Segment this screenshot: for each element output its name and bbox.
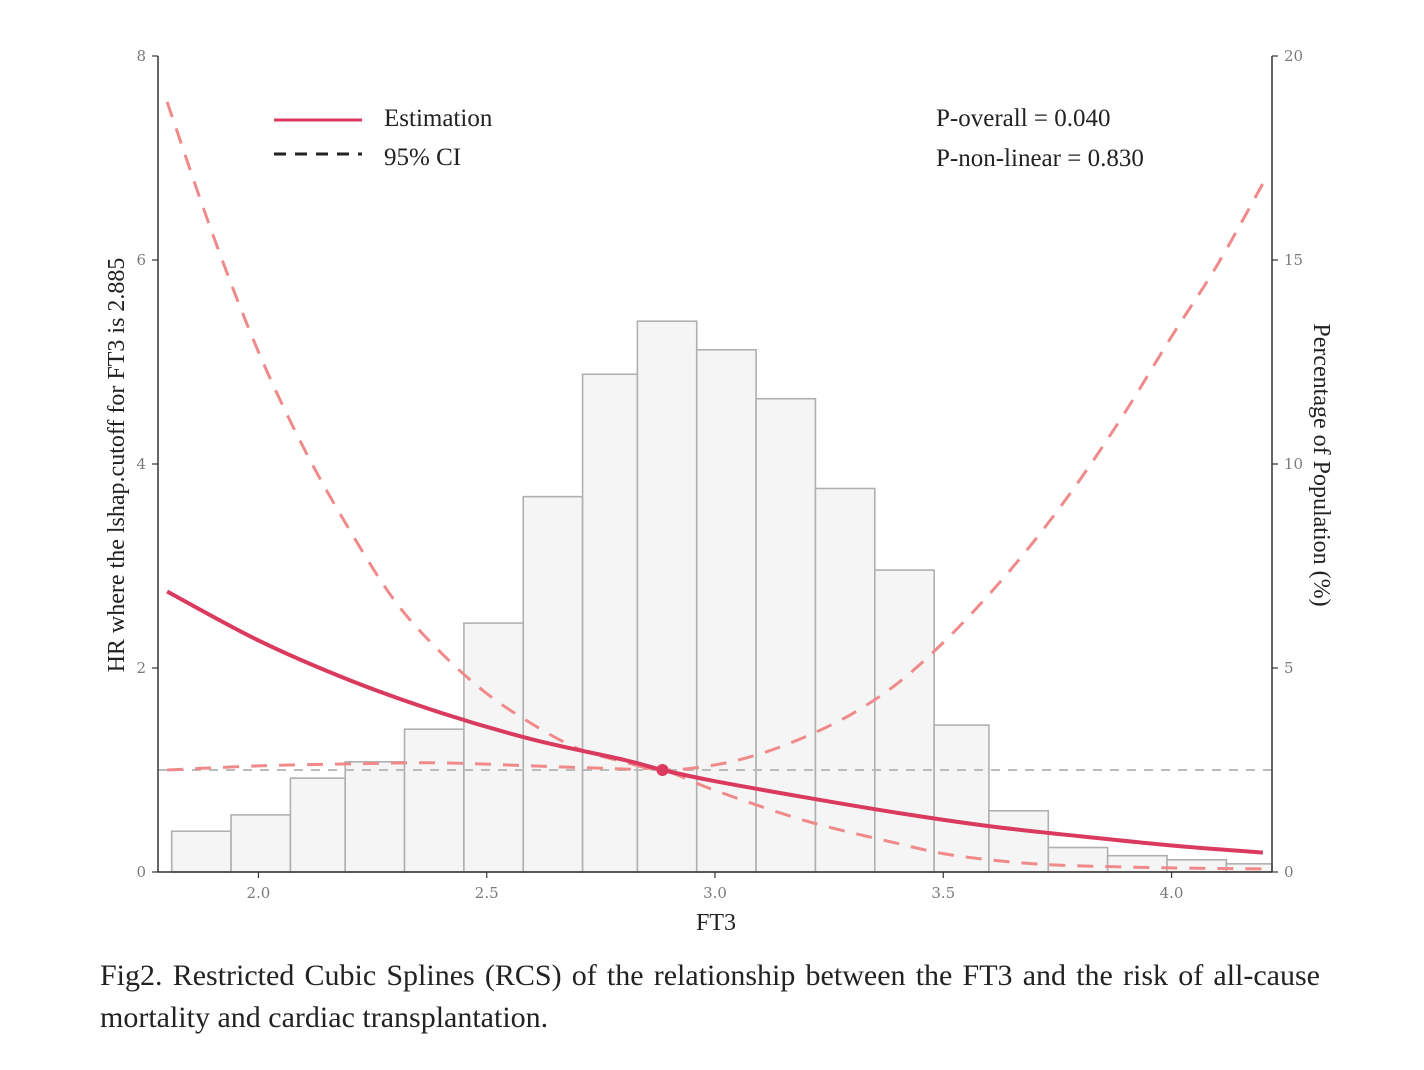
histogram-bar [170,830,232,873]
y-left-tick-label: 6 [136,251,146,269]
histogram-bar [522,495,584,873]
legend: Estimation 95% CI [274,105,493,171]
x-tick-label: 2.0 [247,884,271,902]
y-right-tick-label: 5 [1284,659,1294,677]
y-left-tick-label: 4 [136,455,146,473]
histogram-bar [873,569,935,873]
histogram-bar [1166,858,1228,873]
x-tick-label: 4.0 [1160,884,1184,902]
y-left-tick-label: 8 [136,47,146,65]
axes: 2.0 2.5 3.0 3.5 4.0 0 2 4 6 8 0 5 10 15 20 [136,47,1303,902]
histogram-bar [344,761,406,873]
histogram-bar [755,397,817,873]
ci-lower-curve [167,761,1263,871]
estimation-curve [166,589,1264,855]
histogram-bar [1047,846,1109,873]
legend-label-ci: 95% CI [384,144,461,171]
x-tick-label: 3.0 [703,884,727,902]
y-axis-left-title: HR where the lshap.cutoff for FT3 is 2.8… [104,258,130,673]
y-left-tick-label: 2 [136,659,146,677]
histogram-bar [636,320,698,873]
y-right-tick-label: 0 [1284,863,1294,881]
histogram-bar [230,814,292,873]
histogram-bar [988,809,1050,873]
histogram-bars [170,320,1273,873]
ci-upper-curve [165,101,1265,772]
legend-label-estimation: Estimation [384,105,493,132]
y-axis-right-title: Percentage of Population (%) [1308,323,1334,606]
p-nonlinear-annotation: P-non-linear = 0.830 [936,145,1144,172]
y-right-tick-label: 10 [1284,455,1303,473]
cutoff-point [656,764,669,776]
x-tick-label: 2.5 [475,884,499,902]
x-axis-title: FT3 [696,910,736,936]
histogram-bar [933,724,990,873]
figure-caption: Fig2. Restricted Cubic Splines (RCS) of … [100,959,1320,1034]
y-right-tick-label: 20 [1284,47,1303,65]
histogram-bar [403,728,465,873]
histogram-bar [289,777,346,873]
histogram-bar [814,487,876,873]
y-left-tick-label: 0 [136,863,146,881]
histogram-bar [581,373,639,873]
x-tick-label: 3.5 [931,884,955,902]
histogram-bar [463,622,525,873]
p-overall-annotation: P-overall = 0.040 [936,105,1111,132]
y-right-tick-label: 15 [1284,251,1303,269]
histogram-bar [1106,854,1168,873]
